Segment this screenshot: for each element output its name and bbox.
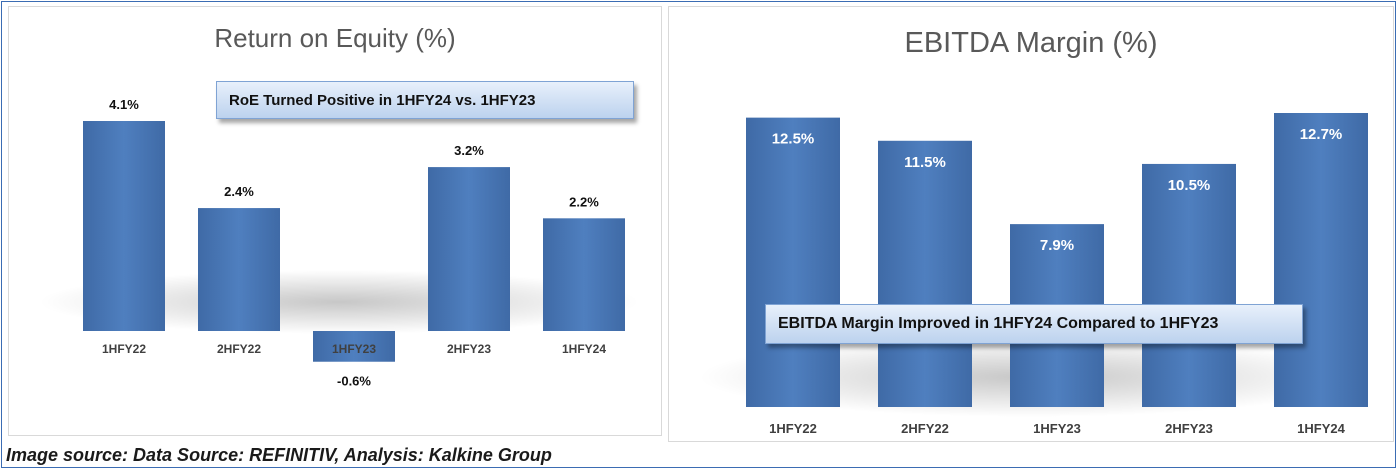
category-label: 1HFY22 <box>769 421 817 436</box>
roe-chart-title: Return on Equity (%) <box>214 23 456 53</box>
bar-1HFY23 <box>313 331 395 362</box>
category-label: 2HFY23 <box>447 342 491 356</box>
category-label: 2HFY22 <box>217 342 261 356</box>
data-label: 4.1% <box>109 97 139 112</box>
data-label: 2.2% <box>569 194 599 209</box>
roe-chart-panel: Return on Equity (%) 1HFY22 4.1% 2HFY22 2.4… <box>8 6 662 436</box>
bar-1HFY24 <box>1274 113 1368 407</box>
ebitda-chart-plot: 1HFY22 12.5% 2HFY22 11.5% 1HFY23 7.9% 2HFY23 10… <box>699 113 1368 436</box>
roe-annotation-callout: RoE Turned Positive in 1HFY24 vs. 1HFY23 <box>216 81 634 119</box>
bar-2HFY22 <box>198 208 280 331</box>
category-label: 1HFY24 <box>562 342 606 356</box>
data-label: -0.6% <box>337 374 371 389</box>
category-label: 1HFY24 <box>1297 421 1345 436</box>
category-label: 2HFY22 <box>901 421 949 436</box>
bar-1HFY22 <box>83 121 165 331</box>
category-label: 1HFY23 <box>1033 421 1081 436</box>
category-label: 1HFY22 <box>102 342 146 356</box>
bar-1HFY24 <box>543 218 625 331</box>
data-label: 7.9% <box>1040 237 1074 254</box>
ebitda-annotation-callout: EBITDA Margin Improved in 1HFY24 Compare… <box>765 304 1303 344</box>
bar-1HFY22 <box>746 117 840 408</box>
image-source-caption: Image source: Data Source: REFINITIV, An… <box>6 445 552 465</box>
data-label: 3.2% <box>454 143 484 158</box>
data-label: 12.7% <box>1300 126 1343 143</box>
data-label: 12.5% <box>772 131 815 148</box>
data-label: 10.5% <box>1168 177 1211 194</box>
bar-2HFY22 <box>878 140 972 407</box>
category-label: 2HFY23 <box>1165 421 1213 436</box>
category-label: 1HFY23 <box>332 342 376 356</box>
data-label: 11.5% <box>904 154 946 171</box>
ebitda-chart-title: EBITDA Margin (%) <box>904 27 1158 59</box>
bar-2HFY23 <box>1142 163 1236 407</box>
ebitda-chart-panel: EBITDA Margin (%) 1HFY22 12.5% 2HFY22 11.5%… <box>668 6 1394 442</box>
data-label: 2.4% <box>224 184 254 199</box>
bar-2HFY23 <box>428 167 510 331</box>
roe-chart-plot: 1HFY22 4.1% 2HFY22 2.4% 1HFY23 -0.6% 2HFY23 3.2… <box>39 97 639 389</box>
